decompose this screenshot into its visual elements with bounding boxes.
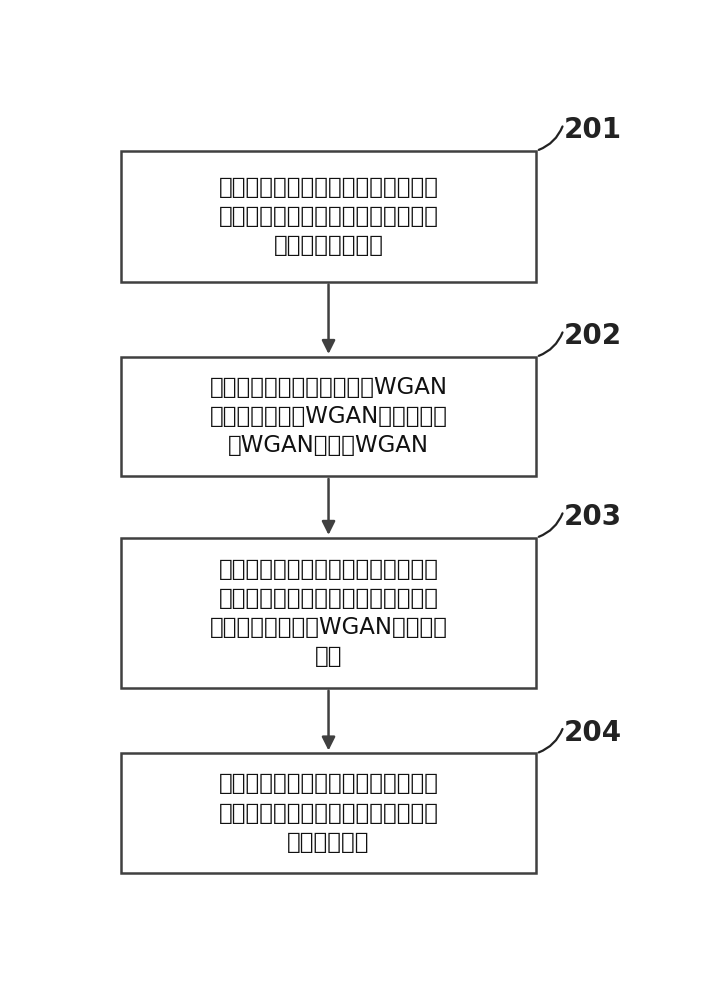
Text: 202: 202	[563, 322, 622, 350]
Text: 记录，对所述对偶WGAN模型进行: 记录，对所述对偶WGAN模型进行	[209, 616, 448, 639]
Text: 大样本波阻抗: 大样本波阻抗	[287, 831, 370, 854]
Text: 通过所述小样本地震记录、所述小样: 通过所述小样本地震记录、所述小样	[219, 558, 439, 581]
Text: 将所述大样本无标签地震记录输入到: 将所述大样本无标签地震记录输入到	[219, 772, 439, 795]
Text: 203: 203	[563, 503, 622, 531]
Text: 震记录对应的小样本波阻抗以及大样: 震记录对应的小样本波阻抗以及大样	[219, 205, 439, 228]
Bar	[121, 357, 537, 476]
Text: 201: 201	[563, 116, 622, 144]
Text: 204: 204	[563, 719, 622, 747]
Bar	[121, 151, 537, 282]
Bar	[121, 753, 537, 873]
Text: 本无标签地震记录: 本无标签地震记录	[274, 234, 384, 257]
Bar	[121, 538, 537, 688]
Text: 优化: 优化	[314, 645, 343, 668]
Text: 基于神经网络模型构建对偶WGAN: 基于神经网络模型构建对偶WGAN	[209, 376, 448, 399]
Text: 模型，所述对偶WGAN模型包括反: 模型，所述对偶WGAN模型包括反	[209, 405, 448, 428]
Text: 演WGAN和正演WGAN: 演WGAN和正演WGAN	[228, 434, 429, 457]
Text: 优化后的反演生成器中，生成对应的: 优化后的反演生成器中，生成对应的	[219, 802, 439, 824]
Text: 本波阻抗以及所述大样本无标签地震: 本波阻抗以及所述大样本无标签地震	[219, 587, 439, 610]
Text: 获取小样本地震记录、所述小样本地: 获取小样本地震记录、所述小样本地	[219, 176, 439, 199]
